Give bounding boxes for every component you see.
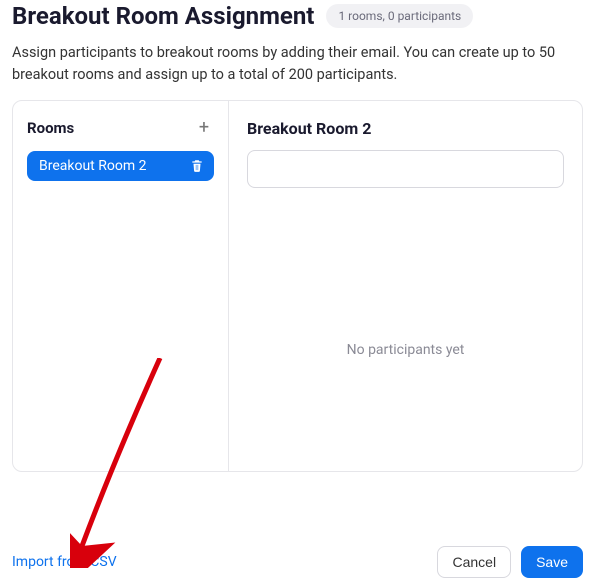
room-detail-column: Breakout Room 2 No participants yet [229,101,582,471]
rooms-panel: Rooms + Breakout Room 2 Breakout Room 2 … [12,100,583,472]
footer-bar: Import from CSV Cancel Save [0,546,595,578]
delete-room-button[interactable] [190,158,204,173]
no-participants-text: No participants yet [247,188,564,453]
rooms-label: Rooms [27,119,74,137]
cancel-button[interactable]: Cancel [437,546,511,578]
room-detail-title: Breakout Room 2 [247,119,564,138]
room-count-pill: 1 rooms, 0 participants [326,4,473,28]
trash-icon [190,158,204,173]
import-csv-link[interactable]: Import from CSV [12,554,117,570]
room-item[interactable]: Breakout Room 2 [27,151,214,181]
room-item-label: Breakout Room 2 [39,158,146,174]
add-room-button[interactable]: + [194,119,214,137]
rooms-column: Rooms + Breakout Room 2 [13,101,229,471]
save-button[interactable]: Save [521,546,583,578]
page-title: Breakout Room Assignment [12,2,314,30]
description-text: Assign participants to breakout rooms by… [0,38,595,100]
participant-input[interactable] [247,150,564,188]
plus-icon: + [199,117,209,138]
